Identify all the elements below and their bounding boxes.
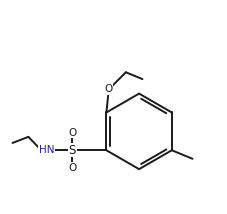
- Text: HN: HN: [39, 145, 54, 155]
- Text: S: S: [69, 144, 76, 157]
- Text: O: O: [105, 84, 113, 94]
- Text: O: O: [68, 128, 76, 138]
- Text: O: O: [68, 163, 76, 173]
